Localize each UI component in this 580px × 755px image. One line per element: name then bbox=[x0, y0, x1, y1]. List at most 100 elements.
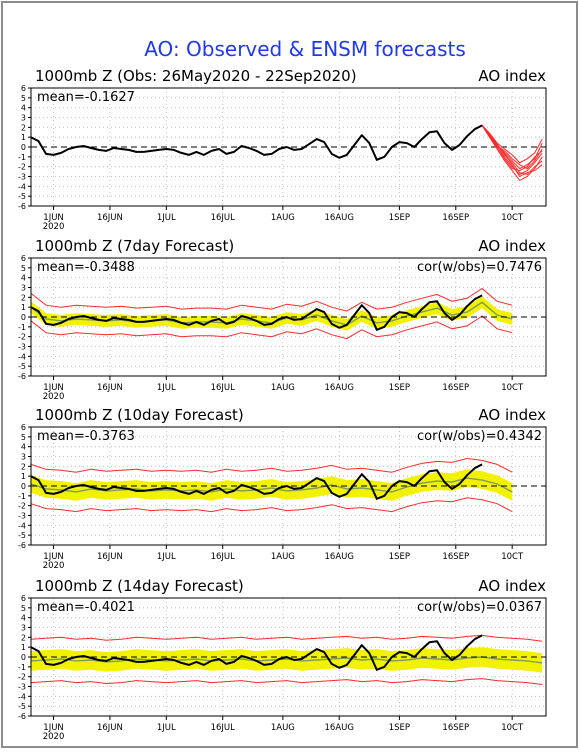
y-tick-label: -2 bbox=[18, 333, 26, 342]
y-tick-label: 6 bbox=[21, 84, 26, 93]
observed-line bbox=[30, 634, 483, 671]
observed-line bbox=[30, 124, 483, 161]
y-tick-label: 6 bbox=[21, 254, 26, 263]
y-tick-label: 0 bbox=[21, 653, 26, 662]
panel-right-title: AO index bbox=[478, 237, 546, 255]
y-tick-label: 3 bbox=[21, 284, 26, 293]
y-tick-label: -6 bbox=[18, 202, 26, 211]
y-tick-label: -4 bbox=[18, 692, 26, 701]
forecast-member-line bbox=[481, 125, 543, 164]
y-tick-label: -1 bbox=[18, 663, 26, 672]
y-tick-label: 0 bbox=[21, 143, 26, 152]
figure-title: AO: Observed & ENSM forecasts bbox=[144, 37, 466, 61]
x-tick-label: 10CT bbox=[501, 213, 524, 223]
x-tick-label: 16JUN bbox=[97, 552, 123, 562]
chart-panel-1: 1000mb Z (Obs: 26May2020 - 22Sep2020) AO … bbox=[18, 67, 547, 232]
panel-right-title: AO index bbox=[478, 67, 546, 85]
panel-right-title: AO index bbox=[478, 406, 546, 424]
x-tick-label: 16AUG bbox=[325, 383, 354, 393]
x-tick-label: 1AUG bbox=[271, 383, 295, 393]
y-tick-label: -4 bbox=[18, 182, 26, 191]
ensemble-spread-band bbox=[31, 296, 513, 331]
y-tick-label: 2 bbox=[21, 462, 26, 471]
x-tick-label: 1AUG bbox=[271, 552, 295, 562]
ensemble-min-line bbox=[30, 315, 513, 340]
x-tick-label: 1SEP bbox=[389, 383, 410, 393]
mean-label: mean=-0.3488 bbox=[37, 260, 135, 275]
y-tick-label: -5 bbox=[18, 531, 26, 540]
chart-panel-3: 1000mb Z (10day Forecast) AO index6543210… bbox=[18, 406, 547, 571]
x-tick-label: 16AUG bbox=[325, 552, 354, 562]
y-tick-label: -3 bbox=[18, 683, 26, 692]
y-tick-label: -1 bbox=[18, 323, 26, 332]
x-tick-label: 1JUL bbox=[157, 383, 176, 393]
x-tick-label: 16JUN bbox=[97, 723, 123, 733]
ensemble-mean-line bbox=[30, 656, 543, 664]
x-tick-label: 10CT bbox=[501, 383, 524, 393]
y-tick-label: -4 bbox=[18, 352, 26, 361]
ensemble-spread-band bbox=[31, 469, 513, 501]
y-tick-label: 6 bbox=[21, 423, 26, 432]
correlation-label: cor(w/obs)=0.4342 bbox=[417, 429, 542, 444]
x-tick-label: 1AUG bbox=[271, 213, 295, 223]
x-tick-label: 16SEP bbox=[442, 552, 469, 562]
y-tick-label: 4 bbox=[21, 274, 26, 283]
panel-right-title: AO index bbox=[478, 577, 546, 595]
ensemble-max-line bbox=[30, 457, 513, 473]
observed-line bbox=[30, 294, 483, 331]
y-tick-label: 1 bbox=[21, 133, 26, 142]
x-tick-label: 16JUN bbox=[97, 213, 123, 223]
ensemble-max-line bbox=[30, 287, 513, 312]
x-tick-label: 1SEP bbox=[389, 552, 410, 562]
x-tick-label: 1JUL bbox=[157, 213, 176, 223]
y-tick-label: 2 bbox=[21, 633, 26, 642]
y-tick-label: 4 bbox=[21, 443, 26, 452]
x-tick-label: 1JUN bbox=[43, 723, 64, 733]
x-tick-sublabel: 2020 bbox=[43, 732, 65, 742]
x-tick-sublabel: 2020 bbox=[43, 561, 65, 571]
ensemble-spread-band bbox=[31, 647, 543, 673]
y-tick-label: 5 bbox=[21, 264, 26, 273]
x-tick-sublabel: 2020 bbox=[43, 392, 65, 402]
x-tick-label: 1JUN bbox=[43, 213, 64, 223]
x-tick-label: 16JUL bbox=[211, 723, 236, 733]
y-tick-label: 3 bbox=[21, 114, 26, 123]
forecast-member-line bbox=[481, 125, 543, 178]
y-tick-label: -3 bbox=[18, 173, 26, 182]
x-tick-label: 16JUL bbox=[211, 552, 236, 562]
y-tick-label: 4 bbox=[21, 614, 26, 623]
x-tick-label: 1SEP bbox=[389, 723, 410, 733]
y-tick-label: 1 bbox=[21, 303, 26, 312]
y-tick-label: 0 bbox=[21, 313, 26, 322]
panel-title: 1000mb Z (10day Forecast) bbox=[35, 406, 244, 424]
y-tick-label: -2 bbox=[18, 502, 26, 511]
y-tick-label: -5 bbox=[18, 192, 26, 201]
correlation-label: cor(w/obs)=0.0367 bbox=[417, 600, 542, 615]
ensemble-min-line bbox=[30, 497, 513, 513]
mean-label: mean=-0.1627 bbox=[37, 90, 135, 105]
y-tick-label: 1 bbox=[21, 643, 26, 652]
ensemble-max-line bbox=[30, 634, 543, 642]
x-tick-label: 16JUL bbox=[211, 383, 236, 393]
x-tick-label: 1JUL bbox=[157, 723, 176, 733]
y-tick-label: -1 bbox=[18, 153, 26, 162]
y-tick-label: 2 bbox=[21, 293, 26, 302]
y-tick-label: 5 bbox=[21, 433, 26, 442]
x-tick-label: 1SEP bbox=[389, 213, 410, 223]
chart-panel-4: 1000mb Z (14day Forecast) AO index6543210… bbox=[18, 577, 547, 742]
y-tick-label: 6 bbox=[21, 594, 26, 603]
panel-title: 1000mb Z (14day Forecast) bbox=[35, 577, 244, 595]
y-tick-label: -6 bbox=[18, 372, 26, 381]
x-tick-label: 16JUL bbox=[211, 213, 236, 223]
x-tick-label: 1AUG bbox=[271, 723, 295, 733]
y-tick-label: 1 bbox=[21, 472, 26, 481]
ensemble-min-line bbox=[30, 678, 543, 685]
x-tick-label: 10CT bbox=[501, 552, 524, 562]
x-tick-label: 1JUN bbox=[43, 383, 64, 393]
ensemble-mean-line bbox=[30, 477, 513, 493]
y-tick-label: -5 bbox=[18, 702, 26, 711]
x-tick-label: 16SEP bbox=[442, 213, 469, 223]
forecast-member-line bbox=[481, 125, 543, 172]
